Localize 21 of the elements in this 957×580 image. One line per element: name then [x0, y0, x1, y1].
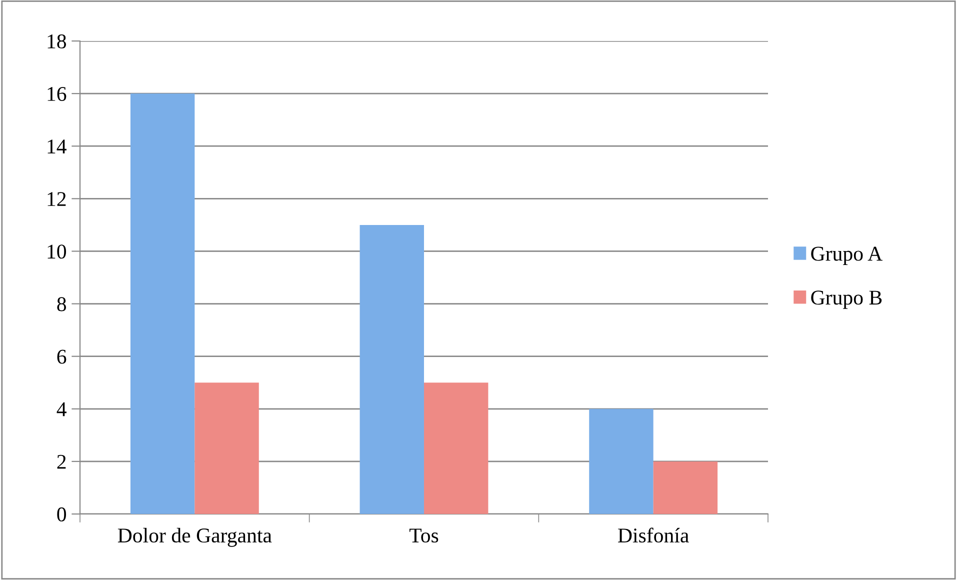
y-tick-label: 4	[56, 402, 66, 416]
y-tick-label: 2	[57, 454, 66, 469]
y-tick-label: 18	[48, 34, 66, 48]
bar	[424, 382, 488, 514]
y-tick-label: 14	[48, 140, 66, 154]
x-tick-label: Tos	[409, 528, 438, 543]
x-tick-label: Dolor de Garganta	[118, 528, 272, 547]
bar	[360, 224, 424, 514]
y-tick-label: 10	[48, 244, 66, 259]
y-tick-label: 6	[57, 350, 66, 364]
y-tick-label: 0	[57, 507, 66, 522]
x-tick-label: Disfonía	[618, 528, 689, 543]
legend-label: Grupo B	[811, 290, 882, 309]
bar	[130, 94, 195, 514]
y-tick-label: 8	[57, 297, 66, 312]
y-tick-label: 16	[48, 86, 66, 101]
bar	[653, 461, 718, 514]
legend-label: Grupo A	[811, 246, 882, 265]
bar	[194, 382, 259, 514]
y-tick-label: 12	[48, 192, 66, 206]
bar	[589, 408, 654, 514]
